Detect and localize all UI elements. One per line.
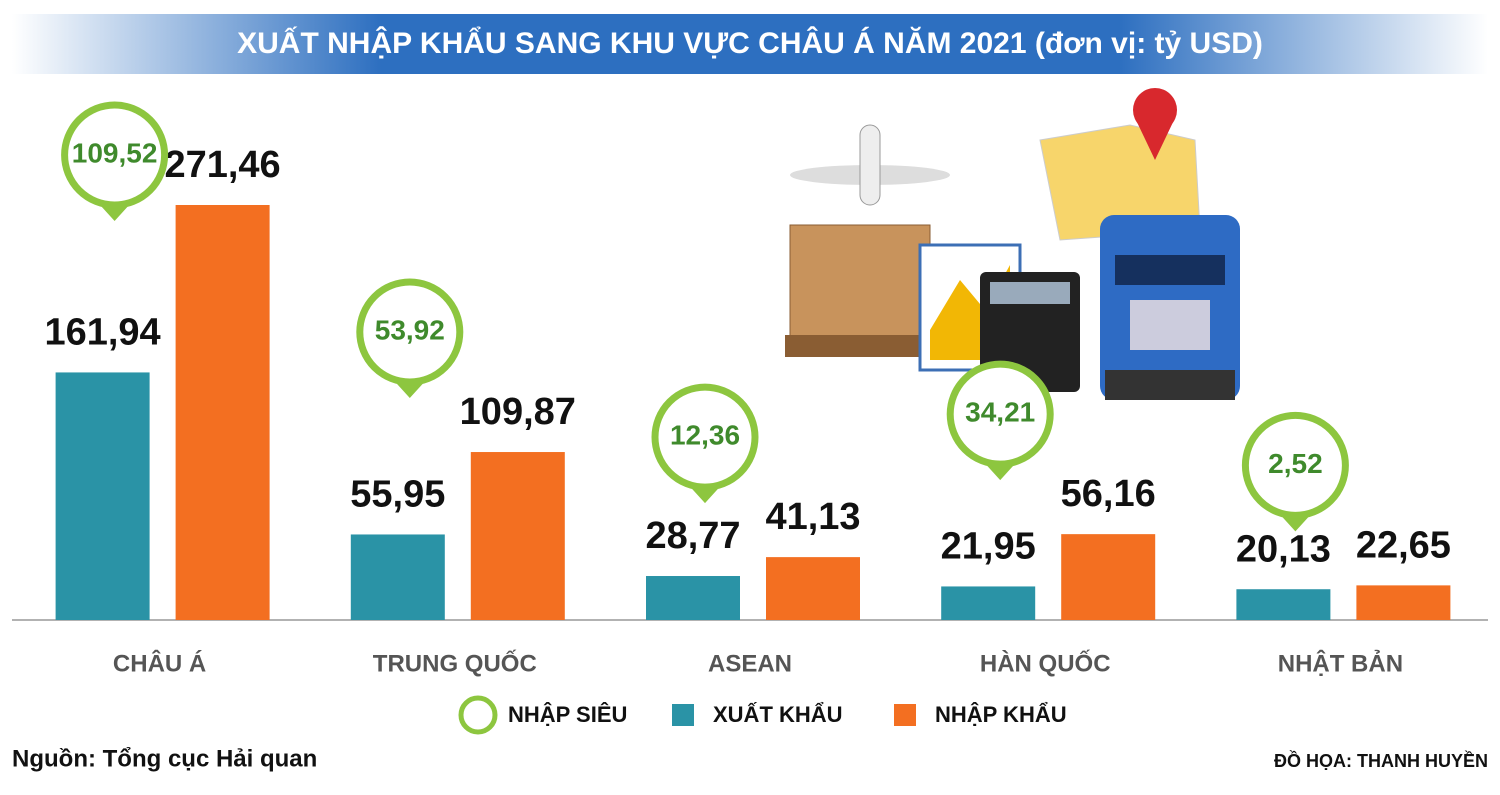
bar bbox=[55, 372, 150, 620]
bar bbox=[175, 205, 270, 620]
callout bbox=[651, 383, 759, 491]
value-label: 271,46 bbox=[164, 144, 280, 186]
callout-label: 53,92 bbox=[375, 314, 445, 345]
x-tick-label: CHÂU Á bbox=[113, 649, 206, 677]
bar bbox=[1356, 585, 1451, 620]
x-tick-label: NHẬT BẢN bbox=[1278, 648, 1403, 677]
bar bbox=[1061, 534, 1156, 620]
value-label: 41,13 bbox=[765, 496, 860, 538]
value-label: 21,95 bbox=[941, 525, 1036, 567]
title-band bbox=[12, 14, 1488, 74]
bar bbox=[1236, 589, 1331, 620]
callout-label: 12,36 bbox=[670, 420, 740, 451]
legend-label: NHẬP KHẨU bbox=[935, 702, 1067, 727]
value-label: 28,77 bbox=[645, 515, 740, 557]
callout bbox=[946, 360, 1054, 468]
value-label: 109,87 bbox=[460, 391, 576, 433]
bar bbox=[470, 452, 565, 620]
bar bbox=[646, 576, 740, 620]
legend-label: XUẤT KHẨU bbox=[713, 702, 843, 727]
bar bbox=[941, 586, 1036, 620]
legend-label: NHẬP SIÊU bbox=[508, 702, 627, 727]
callout bbox=[356, 278, 464, 386]
bar bbox=[350, 534, 445, 620]
callout-label: 34,21 bbox=[965, 397, 1035, 428]
callout bbox=[1241, 411, 1349, 519]
x-tick-label: HÀN QUỐC bbox=[980, 649, 1111, 677]
legend-marker bbox=[894, 704, 916, 726]
chart-title: XUẤT NHẬP KHẨU SANG KHU VỰC CHÂU Á NĂM 2… bbox=[237, 26, 1263, 60]
legend-marker bbox=[458, 695, 498, 735]
value-label: 20,13 bbox=[1236, 528, 1331, 570]
legend-marker bbox=[672, 704, 694, 726]
callout-label: 2,52 bbox=[1268, 448, 1323, 479]
x-tick-label: ASEAN bbox=[708, 650, 792, 677]
callout bbox=[61, 101, 169, 209]
callout-label: 109,52 bbox=[72, 137, 158, 168]
value-label: 22,65 bbox=[1356, 524, 1451, 566]
credit: ĐỒ HỌA: THANH HUYỀN bbox=[1274, 750, 1488, 771]
source: Nguồn: Tổng cục Hải quan bbox=[12, 745, 317, 772]
illustration bbox=[785, 88, 1240, 400]
bar bbox=[766, 557, 860, 620]
x-tick-label: TRUNG QUỐC bbox=[373, 649, 537, 677]
value-label: 56,16 bbox=[1061, 473, 1156, 515]
value-label: 161,94 bbox=[44, 311, 160, 353]
value-label: 55,95 bbox=[350, 473, 445, 515]
